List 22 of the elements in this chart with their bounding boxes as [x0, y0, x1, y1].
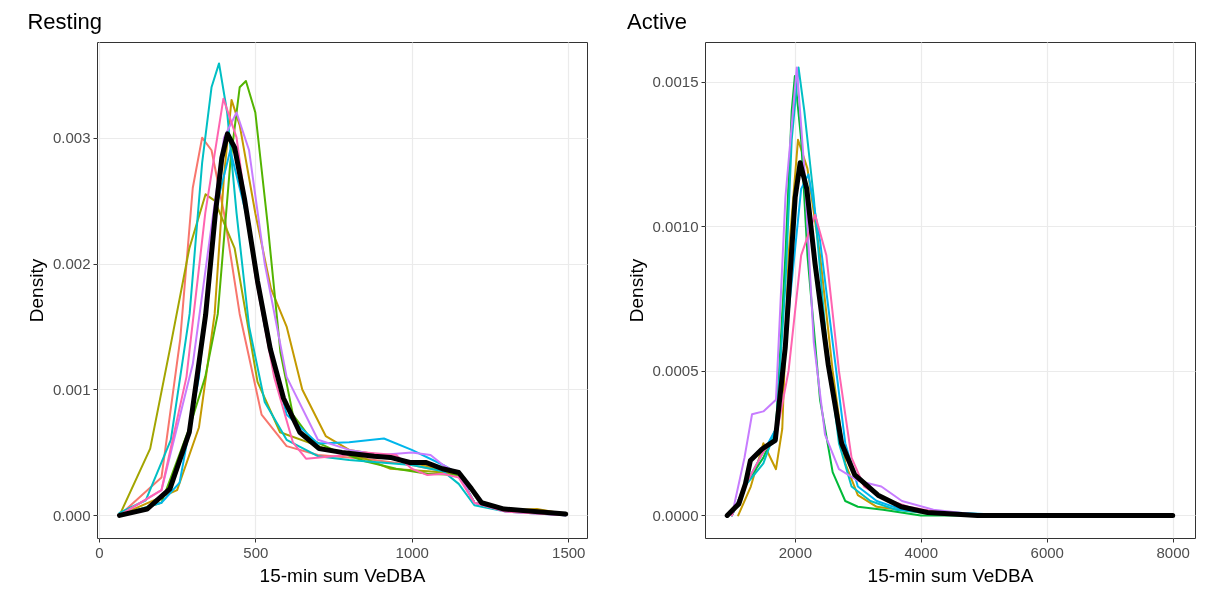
y-axis-title: Density [25, 258, 47, 323]
x-tick-label: 6000 [1030, 543, 1064, 561]
y-tick-label: 0.002 [52, 255, 91, 273]
chart-title: Active [627, 9, 688, 34]
x-tick-label: 4000 [904, 543, 938, 561]
y-axis-title: Density [625, 258, 647, 323]
x-tick-label: 2000 [778, 543, 813, 561]
x-tick-label: 1000 [395, 543, 429, 561]
x-tick-label: 0 [95, 543, 104, 561]
y-tick-label: 0.0010 [652, 217, 699, 235]
x-tick-label: 8000 [1156, 543, 1190, 561]
y-tick-label: 0.0005 [652, 362, 699, 380]
x-axis-title: 15-min sum VeDBA [259, 564, 426, 586]
chart-title: Resting [27, 9, 103, 34]
y-tick-label: 0.001 [52, 380, 91, 398]
x-tick-label: 1500 [552, 543, 586, 561]
y-tick-label: 0.003 [52, 129, 91, 147]
y-tick-label: 0.000 [52, 506, 91, 524]
x-axis-title: 15-min sum VeDBA [867, 564, 1034, 586]
x-tick-label: 500 [243, 543, 269, 561]
y-tick-label: 0.0000 [652, 506, 699, 524]
y-tick-label: 0.0015 [652, 73, 699, 91]
